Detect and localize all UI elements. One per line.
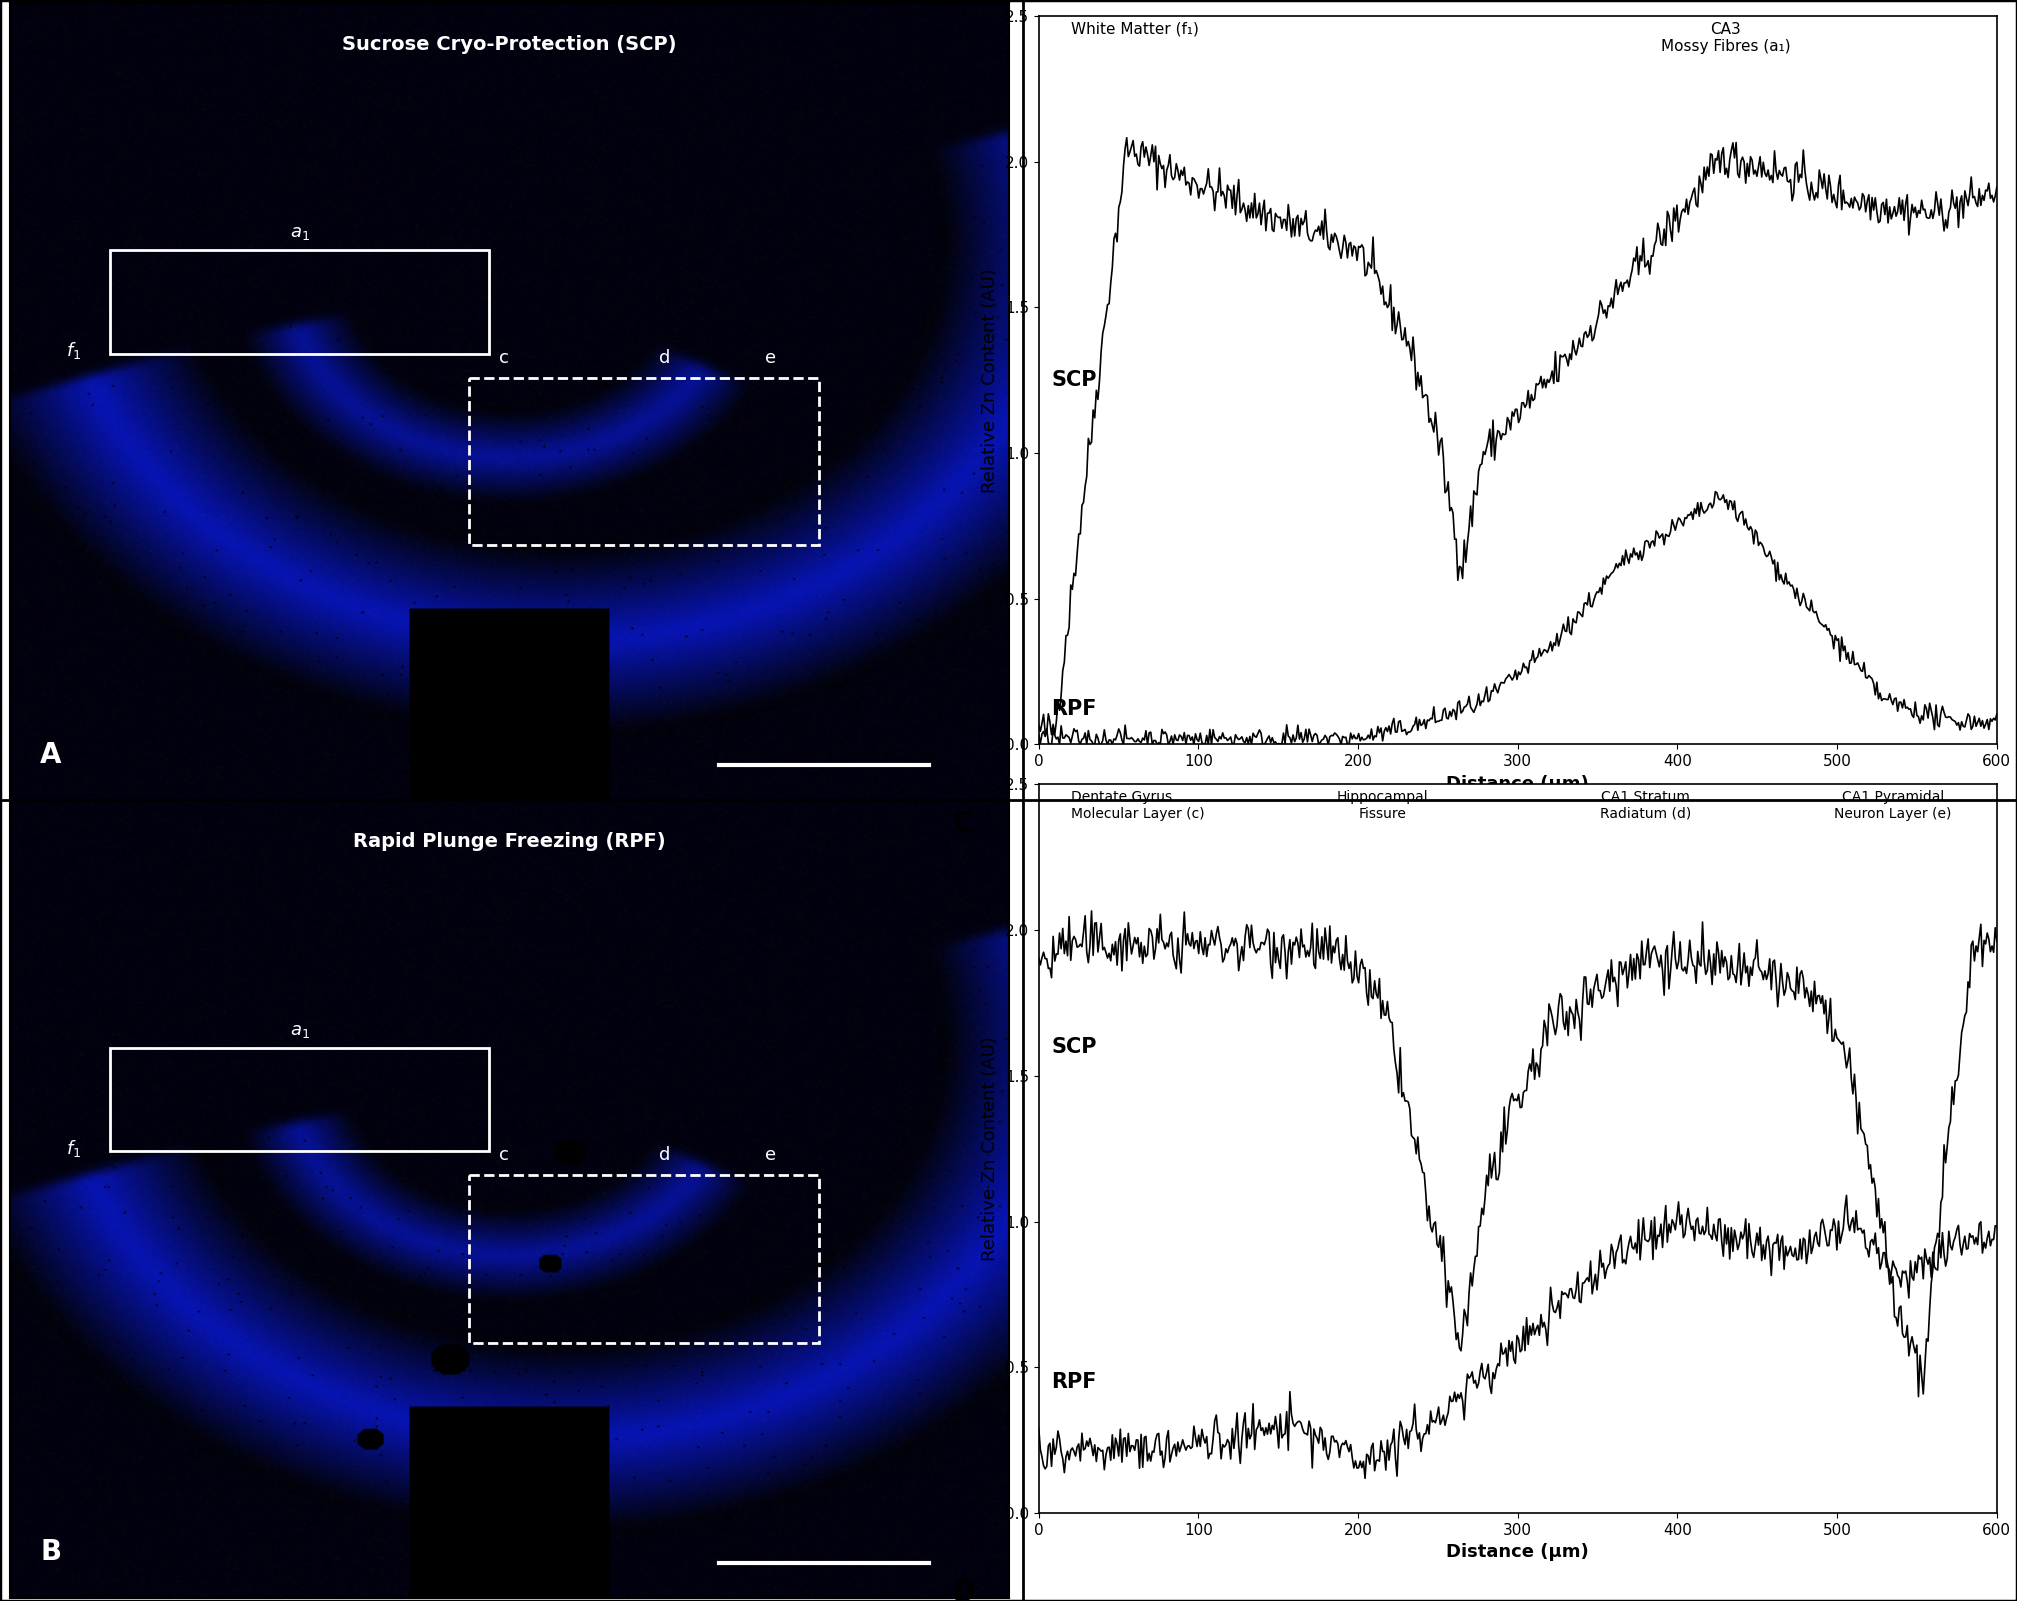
Text: CA3
Mossy Fibres (a₁): CA3 Mossy Fibres (a₁) — [1660, 22, 1791, 54]
X-axis label: Distance (μm): Distance (μm) — [1446, 775, 1589, 792]
Text: C: C — [952, 810, 972, 837]
X-axis label: Distance (μm): Distance (μm) — [1446, 1543, 1589, 1561]
Text: c: c — [500, 1146, 508, 1164]
Text: White Matter (f₁): White Matter (f₁) — [1071, 22, 1198, 37]
Text: $a_1$: $a_1$ — [290, 1021, 309, 1039]
Text: CA1 Stratum
Radiatum (d): CA1 Stratum Radiatum (d) — [1599, 791, 1690, 821]
Text: SCP: SCP — [1051, 370, 1097, 391]
Bar — [470, 378, 819, 546]
Text: e: e — [764, 1146, 777, 1164]
Y-axis label: Relative Zn Content (AU): Relative Zn Content (AU) — [982, 1036, 998, 1262]
Y-axis label: Relative Zn Content (AU): Relative Zn Content (AU) — [982, 267, 998, 493]
Text: $a_1$: $a_1$ — [290, 224, 309, 242]
Bar — [109, 1047, 490, 1151]
Text: Hippocampal
Fissure: Hippocampal Fissure — [1335, 791, 1428, 821]
Text: d: d — [660, 1146, 670, 1164]
Text: A: A — [40, 741, 63, 768]
Text: D: D — [952, 1579, 976, 1601]
Text: Sucrose Cryo-Protection (SCP): Sucrose Cryo-Protection (SCP) — [343, 35, 676, 54]
Bar — [470, 1175, 819, 1343]
Text: CA1 Pyramidal
Neuron Layer (e): CA1 Pyramidal Neuron Layer (e) — [1833, 791, 1952, 821]
Text: Rapid Plunge Freezing (RPF): Rapid Plunge Freezing (RPF) — [353, 833, 666, 852]
Text: e: e — [764, 349, 777, 367]
Text: B: B — [40, 1539, 61, 1566]
Text: $f_1$: $f_1$ — [67, 341, 81, 362]
Bar — [109, 250, 490, 354]
Text: $f_1$: $f_1$ — [67, 1138, 81, 1159]
Text: SCP: SCP — [1051, 1037, 1097, 1057]
Text: Dentate Gyrus
Molecular Layer (c): Dentate Gyrus Molecular Layer (c) — [1071, 791, 1204, 821]
Text: c: c — [500, 349, 508, 367]
Text: d: d — [660, 349, 670, 367]
Text: RPF: RPF — [1051, 1372, 1097, 1391]
Text: RPF: RPF — [1051, 700, 1097, 719]
